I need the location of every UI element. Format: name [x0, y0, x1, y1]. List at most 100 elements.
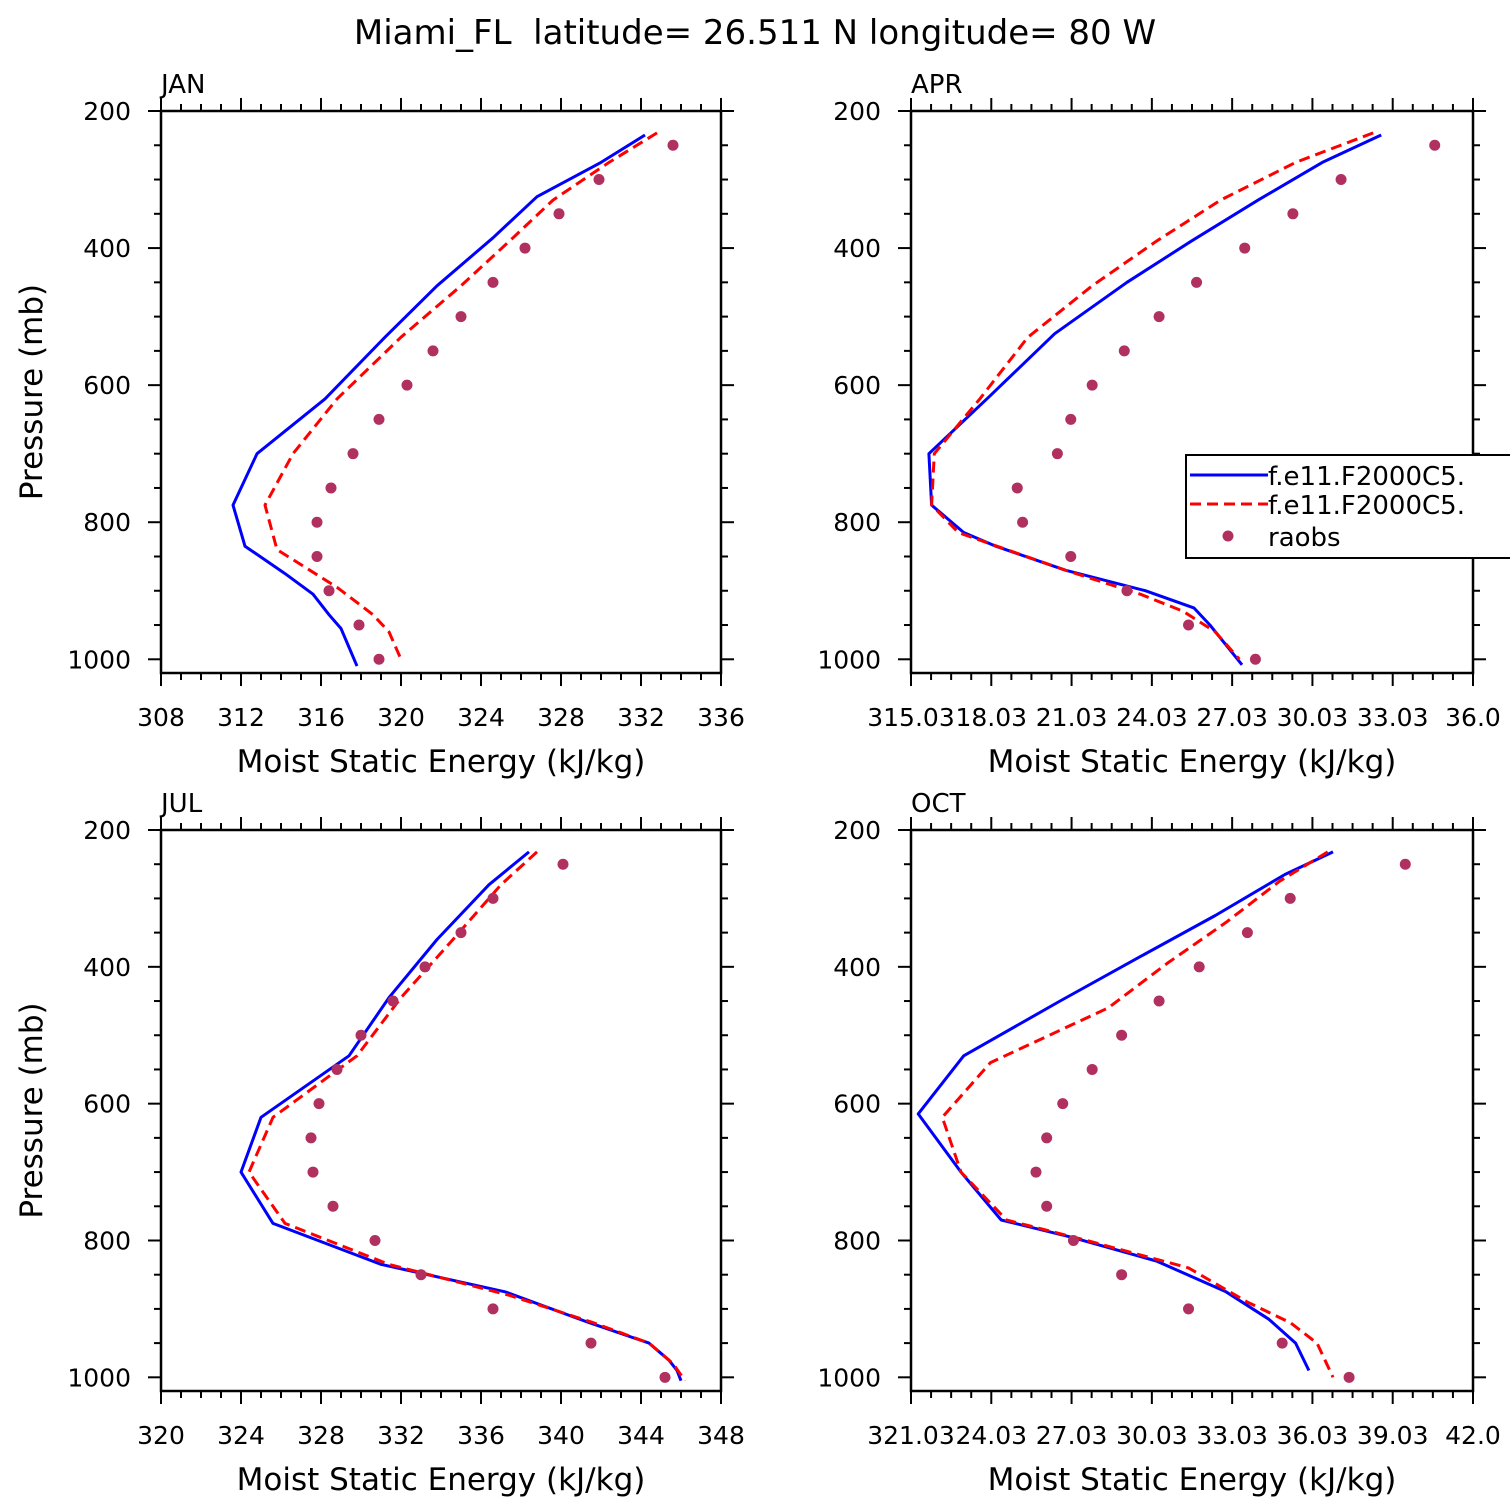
raobs-point [427, 345, 439, 357]
y-tick-label: 400 [833, 953, 881, 982]
raobs-point [1287, 208, 1299, 220]
raobs-point [369, 1234, 381, 1246]
solid-series-line [239, 850, 683, 1382]
raobs-point [1057, 1098, 1069, 1110]
raobs-point [311, 516, 323, 528]
raobs-point [355, 1029, 367, 1041]
plot-frame [159, 109, 723, 675]
raobs-point [305, 1132, 317, 1144]
plot-frame [159, 828, 723, 1393]
y-tick-label: 200 [833, 97, 881, 126]
raobs-point [323, 585, 335, 597]
y-tick-label: 800 [833, 508, 881, 537]
solid-series-line [916, 850, 1334, 1372]
raobs-point [1116, 1029, 1128, 1041]
plot-area [231, 131, 679, 667]
y-tick-label: 200 [83, 816, 131, 845]
plot-area [239, 850, 687, 1383]
x-tick-label: 36.03 [1277, 1421, 1349, 1450]
raobs-point [373, 413, 385, 425]
raobs-point [1191, 276, 1203, 288]
raobs-point [1065, 550, 1077, 562]
raobs-point [667, 139, 679, 151]
raobs-point [373, 653, 385, 665]
x-axis-label: Moist Static Energy (kJ/kg) [237, 1462, 646, 1498]
figure-title: Miami_FL latitude= 26.511 N longitude= 8… [354, 13, 1156, 53]
raobs-point [1017, 516, 1029, 528]
x-tick-label: 348 [697, 1421, 745, 1450]
x-tick-label: 332 [377, 1421, 425, 1450]
x-tick-label: 336 [697, 703, 745, 732]
x-tick-label: 27.03 [1036, 1421, 1108, 1450]
raobs-point [1030, 1166, 1042, 1178]
raobs-point [593, 174, 605, 186]
dashed-series-line [930, 131, 1374, 661]
raobs-point [327, 1200, 339, 1212]
x-tick-label: 336 [457, 1421, 505, 1450]
panel-title: JAN [159, 70, 205, 100]
x-axis-label: Moist Static Energy (kJ/kg) [237, 744, 646, 780]
y-tick-label: 400 [83, 953, 131, 982]
legend-marker [1222, 530, 1234, 542]
panel-jul: 320 324 328 332 336 340 344 348 200 400 600 800 1000… [14, 789, 745, 1498]
panel-title: OCT [911, 789, 966, 819]
plot-area [916, 850, 1411, 1383]
x-tick-label: 315.03 [867, 703, 954, 732]
panel-title: JUL [159, 789, 203, 819]
raobs-point [419, 961, 431, 973]
raobs-point [1276, 1337, 1288, 1349]
raobs-point [331, 1063, 343, 1075]
panel-title: APR [911, 70, 963, 100]
raobs-point [1153, 995, 1165, 1007]
y-tick-label: 1000 [67, 1363, 131, 1392]
raobs-point [1116, 1269, 1128, 1281]
raobs-point [1335, 174, 1347, 186]
x-tick-label: 344 [617, 1421, 665, 1450]
raobs-point [455, 311, 467, 323]
legend-box [1185, 454, 1510, 559]
raobs-point [1153, 311, 1165, 323]
raobs-point [1429, 139, 1441, 151]
y-axis-label: Pressure (mb) [14, 1002, 50, 1218]
raobs-point [487, 892, 499, 904]
y-tick-label: 600 [83, 1090, 131, 1119]
x-tick-label: 21.03 [1036, 703, 1108, 732]
x-tick-label: 24.03 [955, 1421, 1027, 1450]
panel-jan: 308 312 316 320 324 328 332 336 200 400 600 800 1000… [14, 70, 745, 780]
raobs-point [487, 1303, 499, 1315]
y-tick-label: 1000 [817, 645, 881, 674]
raobs-point [1399, 858, 1411, 870]
y-tick-label: 400 [833, 234, 881, 263]
raobs-point [387, 995, 399, 1007]
raobs-point [1241, 927, 1253, 939]
raobs-point [1041, 1200, 1053, 1212]
y-axis-label: Pressure (mb) [14, 284, 50, 500]
x-tick-label: 33.03 [1196, 1421, 1268, 1450]
x-tick-label: 33.03 [1357, 703, 1429, 732]
x-axis-label: Moist Static Energy (kJ/kg) [988, 744, 1397, 780]
raobs-point [1011, 482, 1023, 494]
x-tick-label: 42.0 [1445, 1421, 1501, 1450]
y-tick-label: 800 [83, 1226, 131, 1255]
y-tick-label: 1000 [817, 1363, 881, 1392]
raobs-point [415, 1269, 427, 1281]
raobs-point [401, 379, 413, 391]
x-tick-label: 27.03 [1196, 703, 1268, 732]
x-tick-label: 324 [217, 1421, 265, 1450]
panel-oct: 321.03 24.03 27.03 30.03 33.03 36.03 39.03 42.0… [817, 789, 1500, 1498]
raobs-point [1121, 585, 1133, 597]
x-tick-label: 328 [537, 703, 585, 732]
x-tick-label: 321.03 [867, 1421, 954, 1450]
solid-series-line [927, 133, 1382, 666]
raobs-point [1086, 379, 1098, 391]
raobs-point [1239, 242, 1251, 254]
dashed-series-line [263, 131, 658, 660]
legend-label: raobs [1268, 523, 1341, 553]
x-tick-label: 316 [297, 703, 345, 732]
raobs-point [1065, 413, 1077, 425]
raobs-point [1284, 892, 1296, 904]
raobs-point [585, 1337, 597, 1349]
x-tick-label: 39.03 [1357, 1421, 1429, 1450]
x-tick-label: 324 [457, 703, 505, 732]
